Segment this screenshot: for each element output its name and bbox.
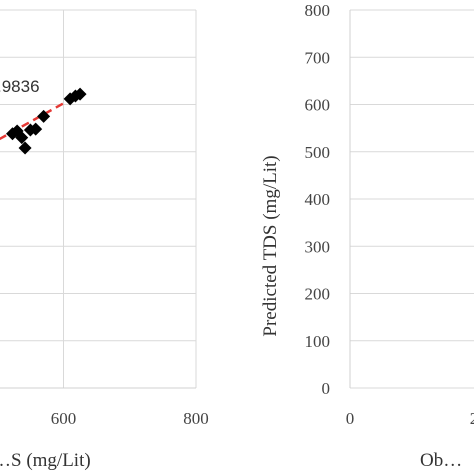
left-trendline [0,91,84,141]
right-y-axis-label: Predicted TDS (mg/Lit) [260,155,281,336]
left-data-points [5,87,87,155]
left-chart: .9836 600 800 …S (mg/Lit) [0,9,209,471]
left-x-axis-label: …S (mg/Lit) [0,450,91,471]
right-y-tick-labels: 0 100 200 300 400 500 600 700 800 [305,1,331,398]
y-tick-label: 800 [305,1,331,20]
y-tick-label: 300 [305,237,331,256]
right-x-tick-labels: 0 200 [346,409,474,428]
right-plot-gridlines [350,9,474,389]
data-point [15,131,29,145]
x-tick-label: 0 [346,409,355,428]
y-tick-label: 500 [305,143,331,162]
x-tick-label: 200 [470,409,474,428]
y-tick-label: 600 [305,96,331,115]
y-tick-label: 400 [305,190,331,209]
left-r2-annotation: .9836 [0,77,40,96]
y-tick-label: 100 [305,332,331,351]
y-tick-label: 200 [305,285,331,304]
left-x-tick-labels: 600 800 [51,409,209,428]
x-tick-label: 600 [51,409,77,428]
y-tick-label: 700 [305,48,331,67]
right-x-axis-label: Ob… [420,450,462,471]
right-chart: 0 100 200 300 400 500 600 700 800 0 200 Predicted… [260,1,474,471]
y-tick-label: 0 [322,379,331,398]
data-point [18,141,32,155]
data-point [37,109,51,123]
x-tick-label: 800 [183,409,209,428]
data-point [73,87,87,101]
data-point [29,122,43,136]
left-plot-gridlines [0,9,197,389]
